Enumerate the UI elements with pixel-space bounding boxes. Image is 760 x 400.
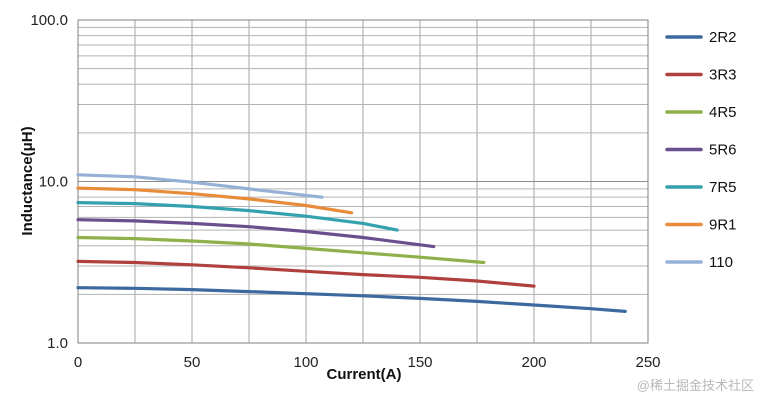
y-tick-label: 10.0 bbox=[39, 174, 68, 191]
y-axis-title: Inductance(μH) bbox=[19, 126, 36, 235]
x-tick-label: 150 bbox=[407, 354, 432, 371]
legend-label-110: 110 bbox=[709, 254, 733, 271]
y-tick-label: 100.0 bbox=[30, 12, 68, 29]
legend-label-7R5: 7R5 bbox=[709, 179, 737, 196]
series-line-7R5 bbox=[76, 201, 399, 232]
x-tick-label: 50 bbox=[184, 354, 201, 371]
legend-label-9R1: 9R1 bbox=[709, 217, 737, 234]
series-line-110 bbox=[76, 173, 324, 199]
legend-label-5R6: 5R6 bbox=[709, 142, 737, 159]
x-tick-label: 250 bbox=[635, 354, 660, 371]
legend-label-3R3: 3R3 bbox=[709, 67, 737, 84]
series-line-5R6 bbox=[76, 218, 436, 249]
x-tick-label: 200 bbox=[521, 354, 546, 371]
legend-label-2R2: 2R2 bbox=[709, 29, 737, 46]
legend: 2R2 3R3 4R5 5R6 7R5 9R1 110 bbox=[665, 29, 737, 271]
legend-label-4R5: 4R5 bbox=[709, 104, 737, 121]
series-line-3R3 bbox=[76, 259, 536, 288]
x-tick-label: 0 bbox=[74, 354, 82, 371]
plot-frame bbox=[77, 19, 649, 344]
x-tick-label: 100 bbox=[293, 354, 318, 371]
tick-layer: 0 50 100 150 200 250 1.0 10.0 100.0 bbox=[30, 12, 660, 371]
series-line-2R2 bbox=[76, 286, 627, 313]
series-line-4R5 bbox=[76, 235, 486, 265]
series-layer bbox=[76, 173, 627, 313]
y-tick-label: 1.0 bbox=[47, 335, 68, 352]
series-line-9R1 bbox=[76, 186, 354, 215]
x-axis-title: Current(A) bbox=[327, 366, 402, 383]
watermark-text: @稀土掘金技术社区 bbox=[637, 378, 754, 393]
